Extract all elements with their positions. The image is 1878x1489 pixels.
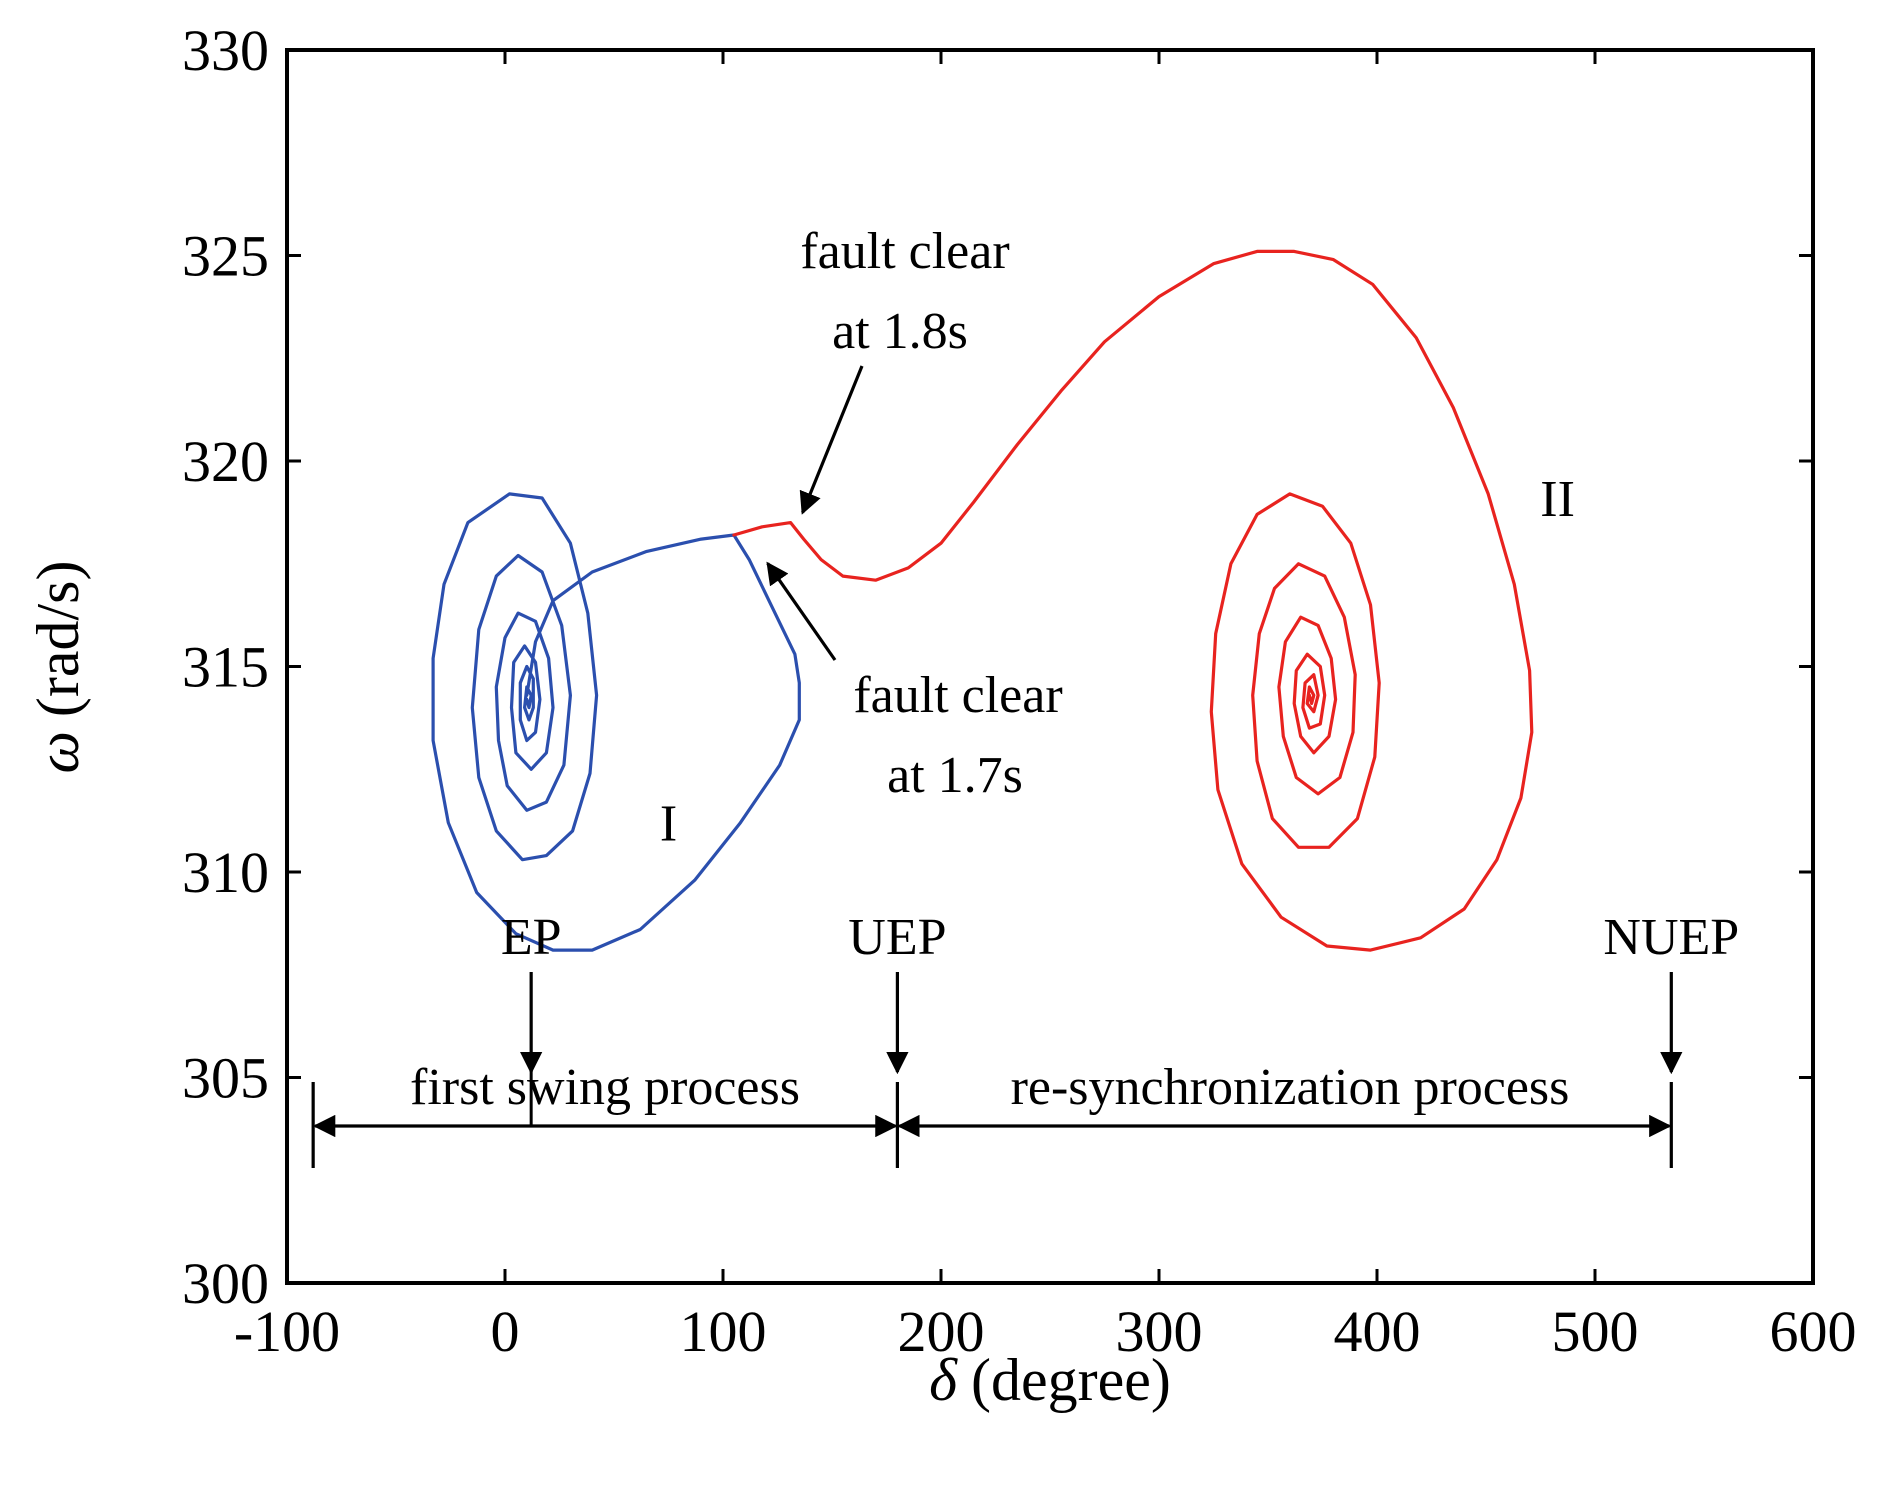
x-tick-label: 100: [680, 1299, 767, 1364]
y-tick-label: 300: [182, 1251, 269, 1316]
ep-label: EP: [501, 909, 562, 966]
series-II-trajectory: [732, 249, 1534, 952]
fault-clear-1-7s-time: at 1.7s: [887, 747, 1023, 804]
uep-label: UEP: [848, 909, 946, 966]
y-tick-label: 325: [182, 224, 269, 289]
series-layer: [431, 249, 1534, 952]
x-tick-label: 400: [1334, 1299, 1421, 1364]
fault-clear-1-7s-label: fault clear: [853, 667, 1062, 724]
nuep-label: NUEP: [1603, 909, 1739, 966]
fault-clear-1-8s-arrow: [799, 365, 864, 515]
y-tick-label: 310: [182, 840, 269, 905]
x-axis-title: δ (degree): [929, 1347, 1171, 1413]
y-axis-unit: (rad/s): [25, 561, 91, 718]
region-II-label: II: [1540, 471, 1575, 528]
x-tick-label: 500: [1552, 1299, 1639, 1364]
fault-clear-1-8s-label: fault clear: [800, 223, 1009, 280]
y-tick-label: 330: [182, 18, 269, 83]
x-tick-label: -100: [234, 1299, 340, 1364]
x-tick-label: 200: [898, 1299, 985, 1364]
x-axis-unit: (degree): [971, 1347, 1171, 1413]
x-axis-symbol: δ: [929, 1347, 958, 1413]
resync-process-label: re-synchronization process: [1011, 1059, 1570, 1116]
y-tick-label: 305: [182, 1046, 269, 1111]
y-tick-label: 315: [182, 635, 269, 700]
fault-clear-1-7s-arrow: [766, 561, 837, 661]
y-axis-title: ω (rad/s): [25, 561, 91, 774]
x-tick-label: 600: [1770, 1299, 1857, 1364]
first-swing-process-label: first swing process: [410, 1059, 800, 1116]
y-tick-label: 320: [182, 429, 269, 494]
y-axis-symbol: ω: [25, 731, 91, 773]
x-tick-label: 0: [491, 1299, 520, 1364]
region-I-label: I: [660, 796, 677, 853]
tick-layer: -100 0 100 200 300 400 500 600 300 305 310 315 320 32…: [182, 18, 1857, 1364]
series-I-trajectory: [431, 492, 801, 952]
fault-clear-1-8s-time: at 1.8s: [832, 303, 968, 360]
x-tick-label: 300: [1116, 1299, 1203, 1364]
